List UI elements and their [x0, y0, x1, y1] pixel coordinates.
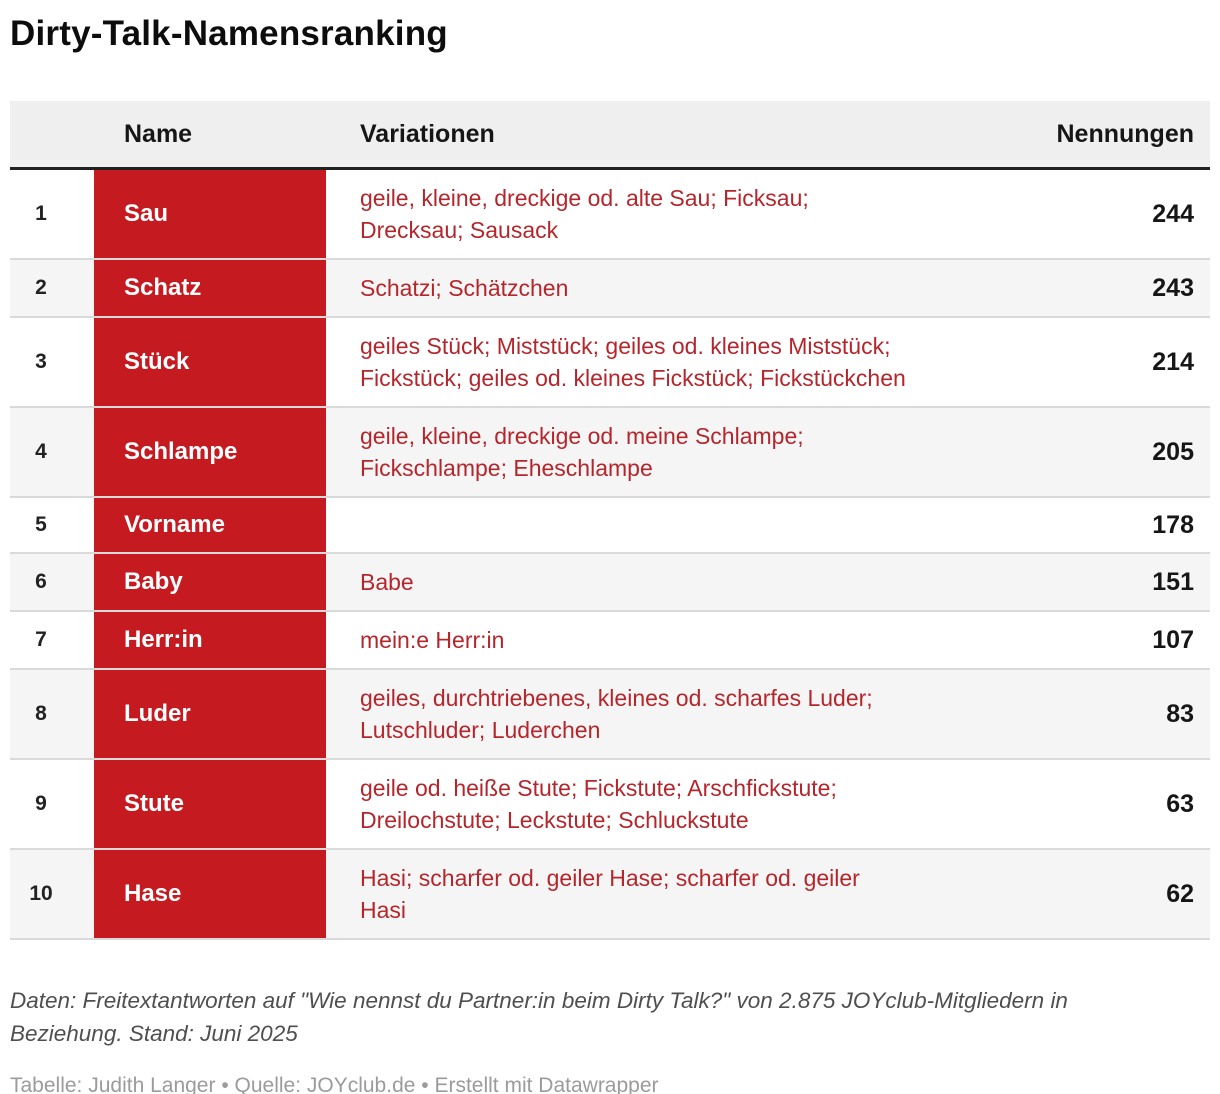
rank-cell: 1: [35, 202, 47, 225]
variations-cell: geiles Stück; Miststück; geiles od. klei…: [360, 333, 906, 391]
rank-cell: 2: [35, 276, 47, 299]
table-row: 3 Stück geiles Stück; Miststück; geiles …: [10, 317, 1210, 407]
rank-cell: 4: [35, 440, 47, 463]
name-badge-cell: Baby: [94, 553, 326, 611]
table-header: Name Variationen Nennungen: [10, 101, 1210, 170]
variations-cell: geile od. heiße Stute; Fickstute; Arschf…: [360, 775, 837, 833]
column-header-variations: Variationen: [326, 101, 926, 170]
name-badge-cell: Stute: [94, 759, 326, 849]
table-row: 6 Baby Babe 151: [10, 553, 1210, 611]
variations-cell: Hasi; scharfer od. geiler Hase; scharfer…: [360, 865, 860, 923]
attribution-credit: Tabelle: Judith Langer • Quelle: JOYclub…: [10, 1073, 659, 1094]
column-header-mentions: Nennungen: [926, 101, 1210, 170]
header-row: Name Variationen Nennungen: [10, 101, 1210, 170]
table-body: 1 Sau geile, kleine, dreckige od. alte S…: [10, 168, 1210, 939]
name-badge-cell: Schatz: [94, 259, 326, 317]
column-header-name: Name: [94, 101, 326, 170]
table-row: 10 Hase Hasi; scharfer od. geiler Hase; …: [10, 849, 1210, 939]
ranking-table: Name Variationen Nennungen 1 Sau geile, …: [10, 101, 1210, 940]
name-badge-cell: Herr:in: [94, 611, 326, 669]
mentions-cell: 62: [1166, 879, 1194, 908]
table-row: 2 Schatz Schatzi; Schätzchen 243: [10, 259, 1210, 317]
variations-cell: Schatzi; Schätzchen: [360, 275, 569, 301]
mentions-cell: 151: [1152, 567, 1194, 596]
name-badge-cell: Sau: [94, 168, 326, 259]
page-container: Dirty-Talk-Namensranking Name Variatione…: [0, 12, 1220, 1094]
mentions-cell: 83: [1166, 699, 1194, 728]
mentions-cell: 63: [1166, 789, 1194, 818]
name-badge-cell: Stück: [94, 317, 326, 407]
table-row: 4 Schlampe geile, kleine, dreckige od. m…: [10, 407, 1210, 497]
rank-cell: 3: [35, 350, 47, 373]
rank-cell: 9: [35, 792, 47, 815]
table-row: 9 Stute geile od. heiße Stute; Fickstute…: [10, 759, 1210, 849]
variations-cell: [326, 497, 926, 553]
rank-cell: 10: [29, 882, 53, 905]
variations-cell: geile, kleine, dreckige od. alte Sau; Fi…: [360, 185, 809, 243]
mentions-cell: 244: [1152, 199, 1194, 228]
name-badge-cell: Vorname: [94, 497, 326, 553]
rank-cell: 7: [35, 628, 47, 651]
mentions-cell: 178: [1152, 510, 1194, 539]
name-badge-cell: Schlampe: [94, 407, 326, 497]
variations-cell: mein:e Herr:in: [360, 627, 505, 653]
mentions-cell: 243: [1152, 273, 1194, 302]
rank-cell: 5: [35, 513, 47, 536]
table-row: 5 Vorname 178: [10, 497, 1210, 553]
page-title: Dirty-Talk-Namensranking: [10, 14, 448, 53]
variations-cell: Babe: [360, 569, 414, 595]
column-header-rank: [10, 101, 94, 170]
rank-cell: 8: [35, 702, 47, 725]
mentions-cell: 214: [1152, 347, 1194, 376]
rank-cell: 6: [35, 570, 47, 593]
name-badge-cell: Luder: [94, 669, 326, 759]
name-badge-cell: Hase: [94, 849, 326, 939]
table-row: 1 Sau geile, kleine, dreckige od. alte S…: [10, 168, 1210, 259]
mentions-cell: 205: [1152, 437, 1194, 466]
table-row: 8 Luder geiles, durchtriebenes, kleines …: [10, 669, 1210, 759]
mentions-cell: 107: [1152, 625, 1194, 654]
variations-cell: geiles, durchtriebenes, kleines od. scha…: [360, 685, 873, 743]
table-row: 7 Herr:in mein:e Herr:in 107: [10, 611, 1210, 669]
variations-cell: geile, kleine, dreckige od. meine Schlam…: [360, 423, 804, 481]
data-notes: Daten: Freitextantworten auf "Wie nennst…: [10, 988, 1068, 1046]
